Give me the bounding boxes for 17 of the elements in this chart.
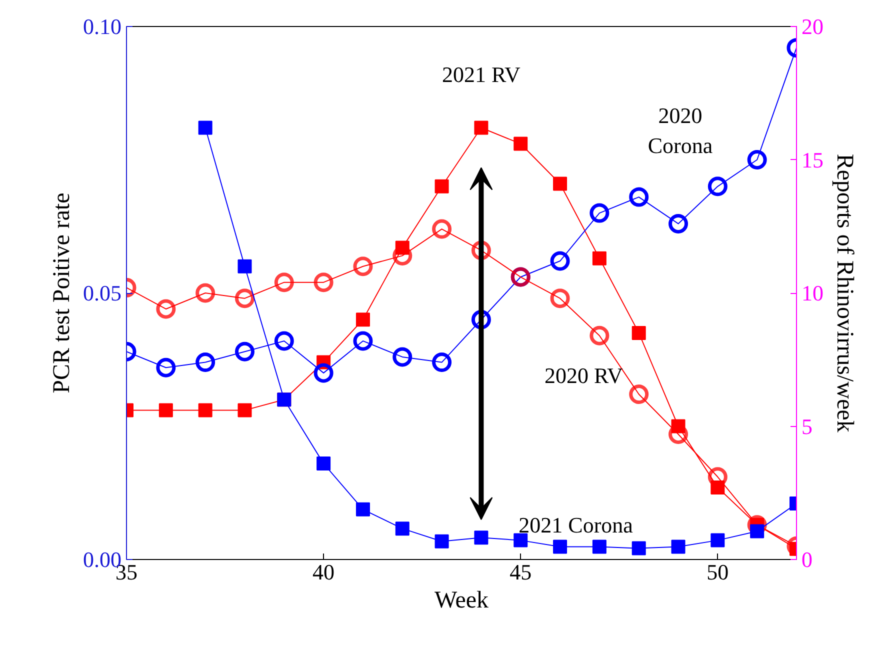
y2-tick-label: 15 [802, 147, 824, 172]
series-label: 2020 RV [544, 363, 623, 388]
y2-tick-label: 10 [802, 280, 824, 306]
series-label: 2021 Corona [518, 512, 634, 538]
y-tick-label: 0.05 [83, 280, 122, 306]
y2-axis-title: Reports of Rhinovirrus/week [832, 154, 858, 432]
x-tick-label: 40 [312, 560, 335, 584]
text: 2021 RV [442, 62, 520, 87]
x-tick-label: 45 [510, 560, 532, 584]
series-label: 2020 Corona [648, 102, 713, 158]
y-tick-label: 0.10 [83, 14, 122, 39]
y2-tick-label: 20 [802, 14, 824, 39]
y2-tick-label: 5 [802, 414, 812, 439]
y2-tick-label: 0 [802, 547, 812, 572]
y-axis-title: PCR test Poitive rate [49, 192, 75, 394]
x-axis-title: Week [434, 588, 489, 614]
x-tick-label: 50 [706, 560, 729, 584]
